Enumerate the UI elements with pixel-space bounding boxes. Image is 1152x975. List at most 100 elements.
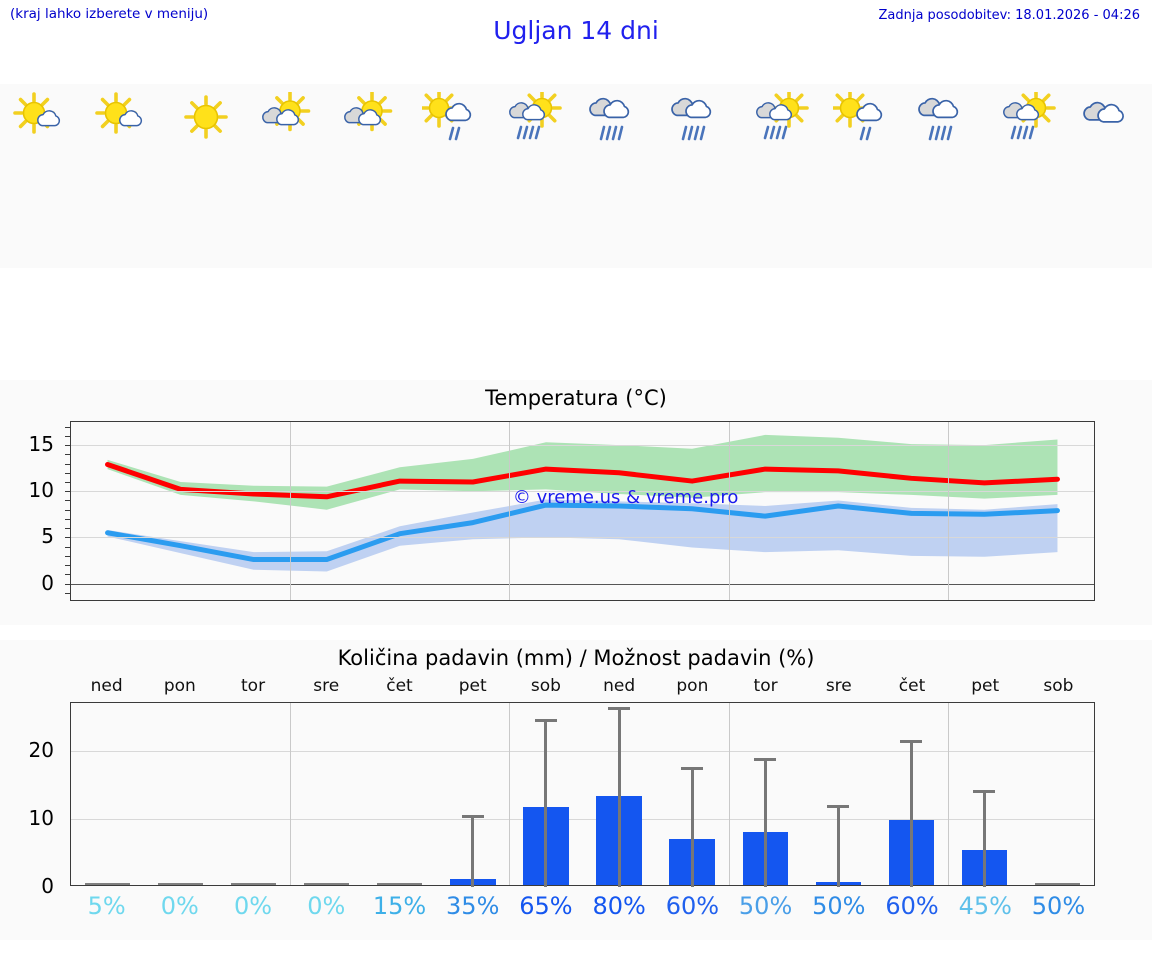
temperature-axis-minor-tick bbox=[65, 482, 71, 483]
last-updated-text: Zadnja posodobitev: 18.01.2026 - 04:26 bbox=[878, 8, 1140, 23]
temperature-vertical-gridline bbox=[728, 422, 730, 600]
cloud-rain-icon bbox=[915, 90, 977, 146]
precipitation-error-bar-cap bbox=[461, 814, 484, 818]
temperature-axis-minor-tick bbox=[65, 546, 71, 548]
precipitation-probability-row: 5% 0% 0% 0% 15% 35% 65% 80% 60% 50% 50% 60% 45% 50% bbox=[70, 892, 1095, 932]
precipitation-probability-label: 50% bbox=[1031, 892, 1086, 920]
precipitation-error-bar bbox=[982, 790, 986, 887]
precipitation-bar[interactable] bbox=[1034, 882, 1081, 885]
temperature-gridline bbox=[71, 537, 1094, 539]
temperature-chart: Temperatura (°C) 0 5 10 15 © vreme.us & vre… bbox=[0, 380, 1152, 625]
watermark-text: © vreme.us & vreme.pro bbox=[512, 487, 739, 508]
temperature-axis-minor-tick bbox=[65, 574, 71, 576]
precipitation-probability-label: 15% bbox=[372, 892, 427, 920]
day-column[interactable] bbox=[411, 84, 493, 268]
cloud-sun-icon bbox=[257, 90, 319, 146]
temperature-y-tick-label: 5 bbox=[41, 524, 54, 549]
temperature-axis-minor-tick bbox=[65, 435, 71, 437]
precipitation-bar[interactable] bbox=[377, 882, 423, 885]
precipitation-bar[interactable] bbox=[231, 882, 277, 885]
precipitation-probability-label: 50% bbox=[738, 892, 793, 920]
temperature-vertical-gridline bbox=[947, 422, 949, 600]
day-column[interactable] bbox=[329, 84, 411, 268]
precipitation-probability-label: 50% bbox=[812, 892, 866, 920]
temperature-y-tick-label: 15 bbox=[28, 432, 54, 457]
daily-forecast-strip bbox=[0, 84, 1152, 268]
day-column[interactable] bbox=[741, 84, 823, 268]
precipitation-vertical-gridline bbox=[290, 703, 292, 885]
day-column[interactable] bbox=[987, 84, 1069, 268]
precipitation-probability-label: 65% bbox=[519, 892, 573, 920]
precipitation-vertical-gridline bbox=[509, 703, 511, 885]
day-column[interactable] bbox=[247, 84, 329, 268]
precipitation-error-bar bbox=[836, 805, 840, 887]
temperature-axis-minor-tick bbox=[65, 454, 71, 456]
sun-cloud-light-rain-icon bbox=[832, 90, 895, 146]
precipitation-error-bar bbox=[909, 740, 913, 887]
precipitation-error-bar-cap bbox=[534, 719, 557, 723]
precipitation-error-bar-cap bbox=[973, 790, 996, 794]
day-column[interactable] bbox=[494, 84, 576, 268]
precipitation-probability-label: 5% bbox=[87, 892, 126, 920]
day-column[interactable] bbox=[82, 84, 164, 268]
precipitation-day-label: sob bbox=[1043, 676, 1074, 696]
precipitation-day-label: pon bbox=[163, 676, 196, 696]
precipitation-chart: Količina padavin (mm) / Možnost padavin … bbox=[0, 640, 1152, 940]
precipitation-error-bar bbox=[617, 707, 621, 887]
temperature-axis-minor-tick bbox=[65, 518, 71, 520]
temperature-axis-minor-tick bbox=[65, 509, 71, 511]
precipitation-vertical-gridline bbox=[728, 703, 730, 885]
day-column[interactable] bbox=[905, 84, 987, 268]
temperature-axis-minor-tick bbox=[65, 583, 71, 585]
precipitation-gridline bbox=[71, 818, 1094, 820]
temperature-axis-minor-tick bbox=[65, 472, 71, 474]
day-column[interactable] bbox=[1070, 84, 1152, 268]
temperature-vertical-gridline bbox=[509, 422, 511, 600]
precipitation-error-bar bbox=[690, 767, 694, 887]
precipitation-day-label: sob bbox=[530, 676, 561, 696]
cloud-rain-icon bbox=[668, 90, 730, 146]
sun-small-cloud-icon bbox=[10, 90, 72, 146]
precipitation-error-bar-cap bbox=[900, 740, 923, 744]
menu-hint-text: (kraj lahko izberete v meniju) bbox=[10, 6, 209, 22]
precipitation-day-label: sre bbox=[825, 676, 852, 696]
precipitation-vertical-gridline bbox=[947, 703, 949, 885]
day-column[interactable] bbox=[165, 84, 247, 268]
sun-small-cloud-icon bbox=[92, 90, 154, 146]
precipitation-chart-title: Količina padavin (mm) / Možnost padavin … bbox=[337, 646, 815, 670]
temperature-vertical-gridline bbox=[290, 422, 292, 600]
precipitation-probability-label: 0% bbox=[307, 892, 346, 920]
cloud-icon bbox=[1080, 90, 1142, 146]
precipitation-bar[interactable] bbox=[304, 882, 350, 885]
precipitation-error-bar-cap bbox=[754, 757, 777, 761]
cloud-sun-rain-icon bbox=[998, 90, 1060, 146]
precipitation-probability-label: 0% bbox=[234, 892, 273, 920]
precipitation-error-bar bbox=[544, 719, 548, 887]
temperature-axis-minor-tick bbox=[65, 555, 71, 557]
temperature-chart-title: Temperatura (°C) bbox=[485, 386, 667, 410]
precipitation-bar[interactable] bbox=[157, 882, 204, 885]
precipitation-day-label: čet bbox=[898, 676, 926, 696]
precipitation-day-label: pet bbox=[458, 676, 487, 696]
day-column[interactable] bbox=[658, 84, 740, 268]
temperature-axis-minor-tick bbox=[65, 445, 71, 447]
page-title: Ugljan 14 dni bbox=[493, 16, 659, 45]
temperature-axis-minor-tick bbox=[65, 537, 71, 539]
temperature-plot-area bbox=[65, 421, 1095, 601]
day-column[interactable] bbox=[576, 84, 658, 268]
temperature-gridline bbox=[71, 491, 1094, 493]
precipitation-probability-label: 0% bbox=[160, 892, 199, 920]
cloud-sun-icon bbox=[339, 90, 401, 146]
temperature-axis-minor-tick bbox=[65, 565, 71, 567]
temperature-axis-minor-tick bbox=[65, 426, 71, 428]
precipitation-day-label: ned bbox=[90, 676, 123, 696]
precipitation-y-tick-label: 20 bbox=[28, 737, 54, 762]
day-column[interactable] bbox=[0, 84, 82, 268]
temperature-gridline bbox=[71, 583, 1094, 585]
day-column[interactable] bbox=[823, 84, 905, 268]
precipitation-y-tick-label: 10 bbox=[28, 805, 54, 830]
precipitation-bar[interactable] bbox=[84, 882, 131, 885]
precipitation-error-bar-cap bbox=[681, 767, 704, 771]
precipitation-day-label: pet bbox=[971, 676, 1000, 696]
